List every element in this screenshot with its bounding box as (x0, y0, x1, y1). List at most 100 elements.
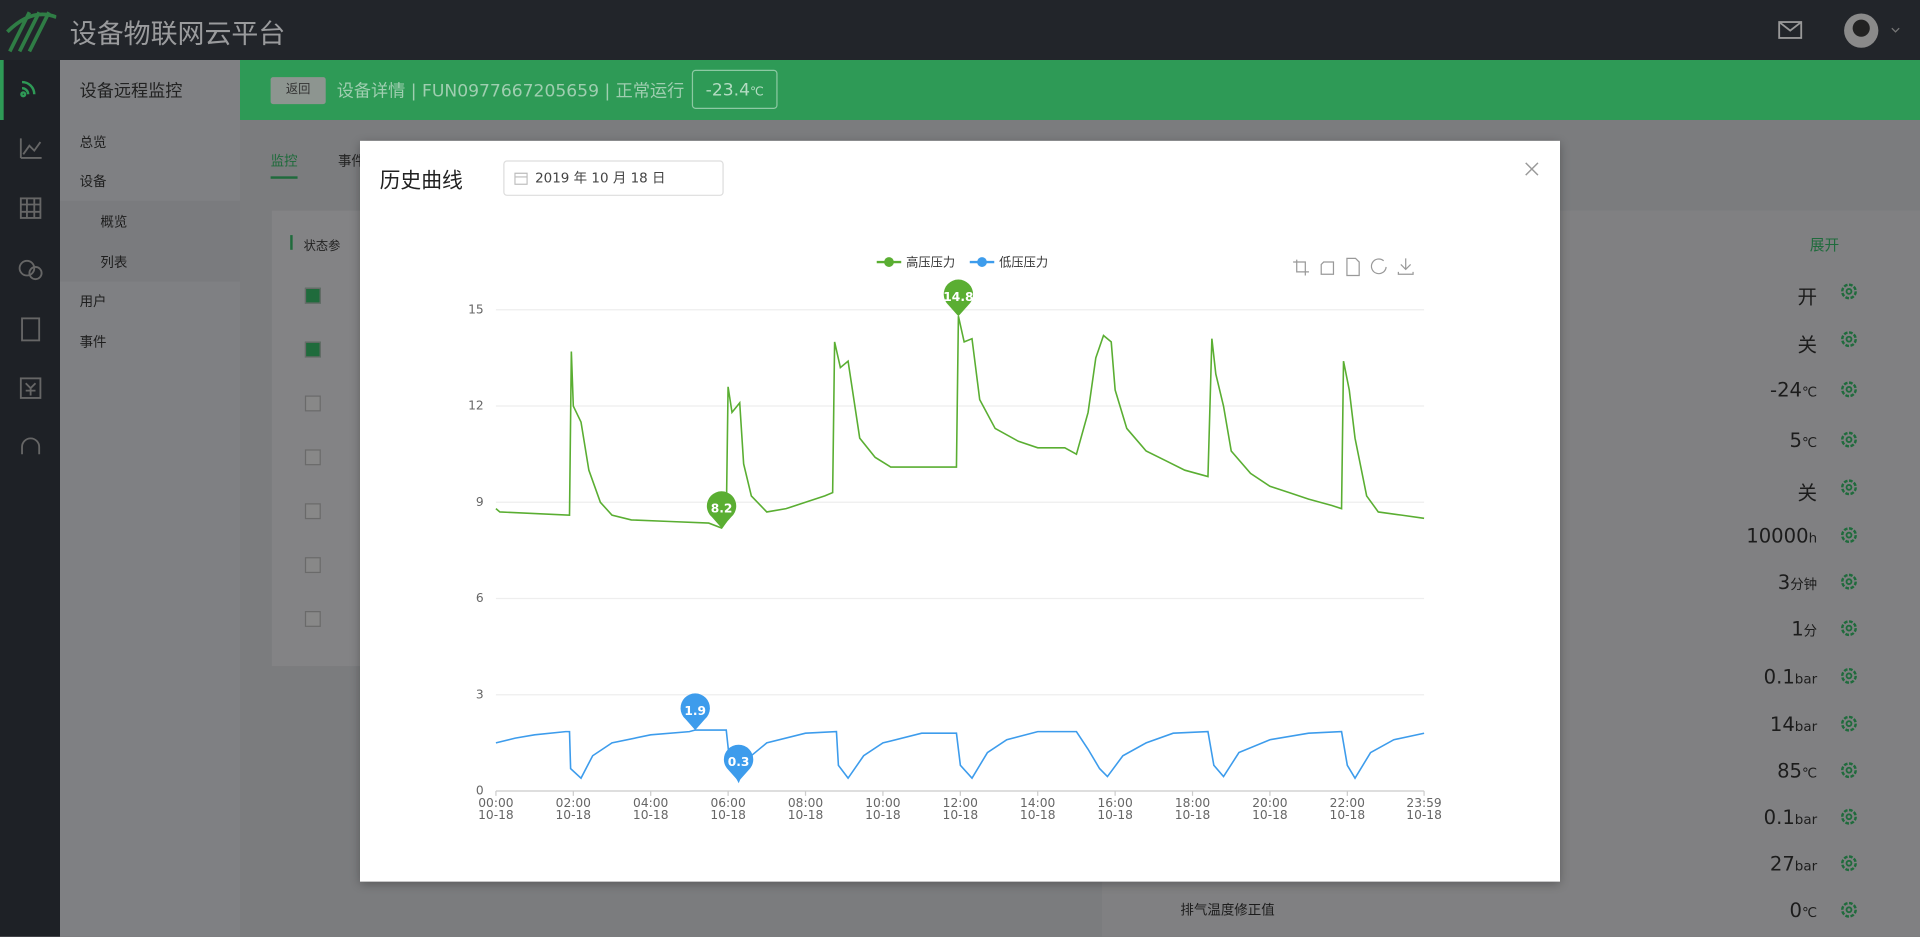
settings-icon[interactable] (1839, 807, 1859, 827)
menu-item[interactable]: 总览 (79, 134, 107, 151)
card-title: 状态参 (303, 240, 341, 254)
temp-unit: ℃ (750, 85, 764, 100)
param-number: 开 (1797, 285, 1818, 309)
param-value: 3分钟 (1778, 571, 1817, 594)
nav-icons (0, 60, 43, 455)
side-menu: 设备远程监控 总览 设备 概览 列表 用户 事件 (60, 60, 241, 937)
param-value: 85℃ (1777, 759, 1817, 782)
settings-icon[interactable] (1839, 525, 1859, 545)
settings-icon[interactable] (1839, 853, 1859, 873)
param-unit: bar (1794, 718, 1818, 735)
submenu-bg (60, 200, 241, 282)
menu-item[interactable]: 用户 (79, 293, 107, 310)
param-number: 85 (1777, 759, 1803, 783)
checkbox[interactable] (304, 395, 321, 412)
param-value: 14bar (1770, 713, 1817, 736)
param-number: 5 (1789, 428, 1803, 452)
logo (6, 11, 57, 53)
param-unit: 分钟 (1790, 576, 1818, 593)
mail-icon[interactable] (1778, 21, 1803, 41)
param-unit: 分 (1803, 623, 1818, 640)
param-number: 关 (1797, 481, 1818, 505)
device-temp: -23.4℃ (691, 69, 778, 109)
param-value: 10000h (1746, 524, 1817, 547)
menu-item[interactable]: 设备 (79, 173, 107, 190)
x-tick-label: 00:00 10-18 (478, 797, 514, 823)
tab[interactable]: 监控 (270, 153, 298, 169)
top-bar: 设备物联网云平台 (0, 0, 1920, 61)
checkbox[interactable] (304, 503, 321, 520)
avatar[interactable] (1843, 12, 1904, 49)
param-unit: ℃ (1802, 765, 1818, 782)
param-unit: bar (1794, 858, 1818, 875)
modal-title: 历史曲线 (379, 168, 463, 194)
param-value: 0.1bar (1764, 806, 1818, 829)
x-tick-label: 04:00 10-18 (632, 797, 669, 823)
date-picker[interactable]: 2019 年 10 月 18 日 (503, 160, 724, 196)
calendar-icon (514, 172, 528, 185)
settings-icon[interactable] (1839, 329, 1859, 349)
x-tick-label: 08:00 10-18 (787, 797, 824, 823)
y-tick-label: 15 (468, 302, 484, 316)
data-line (495, 315, 1425, 529)
settings-icon[interactable] (1839, 900, 1859, 920)
settings-icon[interactable] (1839, 478, 1859, 498)
x-tick-label: 22:00 10-18 (1329, 797, 1366, 823)
legend-dot (884, 257, 894, 267)
param-unit: ℃ (1802, 904, 1818, 921)
settings-icon[interactable] (1839, 572, 1859, 592)
legend-dot (977, 257, 987, 267)
param-number: 0.1 (1763, 664, 1795, 689)
checkbox[interactable] (304, 611, 321, 627)
x-tick-label: 10:00 10-18 (865, 797, 901, 823)
card-marker (290, 235, 293, 250)
settings-icon[interactable] (1839, 760, 1859, 780)
checkbox[interactable] (304, 341, 321, 358)
checkbox[interactable] (304, 557, 321, 574)
menu-title: 设备远程监控 (79, 82, 183, 102)
y-tick-label: 9 (476, 495, 484, 509)
device-bar (240, 60, 1920, 121)
settings-icon[interactable] (1839, 666, 1859, 686)
settings-icon[interactable] (1839, 282, 1859, 302)
param-number: 27 (1769, 852, 1795, 876)
param-value: -24℃ (1770, 378, 1817, 401)
x-tick-label: 16:00 10-18 (1097, 797, 1133, 823)
app-title: 设备物联网云平台 (69, 19, 286, 51)
param-unit: ℃ (1802, 434, 1818, 451)
x-tick-label: 06:00 10-18 (710, 797, 746, 823)
menu-item[interactable]: 概览 (100, 214, 128, 231)
back-button[interactable]: 返回 (270, 77, 326, 105)
tab-underline (270, 176, 298, 179)
legend-label: 低压压力 (999, 255, 1048, 269)
settings-icon[interactable] (1839, 430, 1859, 450)
close-button[interactable] (1524, 162, 1539, 177)
y-tick-label: 3 (476, 687, 484, 701)
param-value: 5℃ (1790, 429, 1818, 452)
checkbox[interactable] (304, 287, 321, 304)
param-number: 10000 (1746, 524, 1809, 548)
checkbox[interactable] (304, 449, 321, 466)
param-unit: ℃ (1802, 384, 1818, 401)
tab[interactable]: 事件 (337, 153, 365, 169)
param-number: 1 (1791, 617, 1804, 641)
chart: 0 3 6 9 12 15 14.8 8.2 1.9 0.3 高压压力 低压压力 (468, 254, 1425, 798)
legend-label: 高压压力 (906, 254, 955, 269)
mark-label: 0.3 (728, 755, 750, 769)
settings-icon[interactable] (1839, 714, 1859, 734)
param-number: 0.1 (1763, 805, 1795, 829)
settings-icon[interactable] (1839, 380, 1859, 400)
menu-item[interactable]: 列表 (100, 254, 128, 271)
history-modal: 历史曲线 2019 年 10 月 18 日 0 3 6 9 12 15 14.8 8.2 1.9… (360, 140, 1561, 882)
x-tick-label: 02:00 10-18 (555, 797, 592, 823)
settings-icon[interactable] (1839, 618, 1859, 638)
param-number: -24 (1770, 378, 1803, 402)
param-unit: bar (1794, 671, 1818, 687)
param-number: 3 (1777, 570, 1791, 594)
mark-pin (680, 693, 710, 731)
toolbox[interactable] (1293, 257, 1415, 277)
icon-bar (0, 60, 61, 937)
expand-link[interactable]: 展开 (1809, 236, 1840, 254)
menu-item[interactable]: 事件 (79, 334, 107, 351)
